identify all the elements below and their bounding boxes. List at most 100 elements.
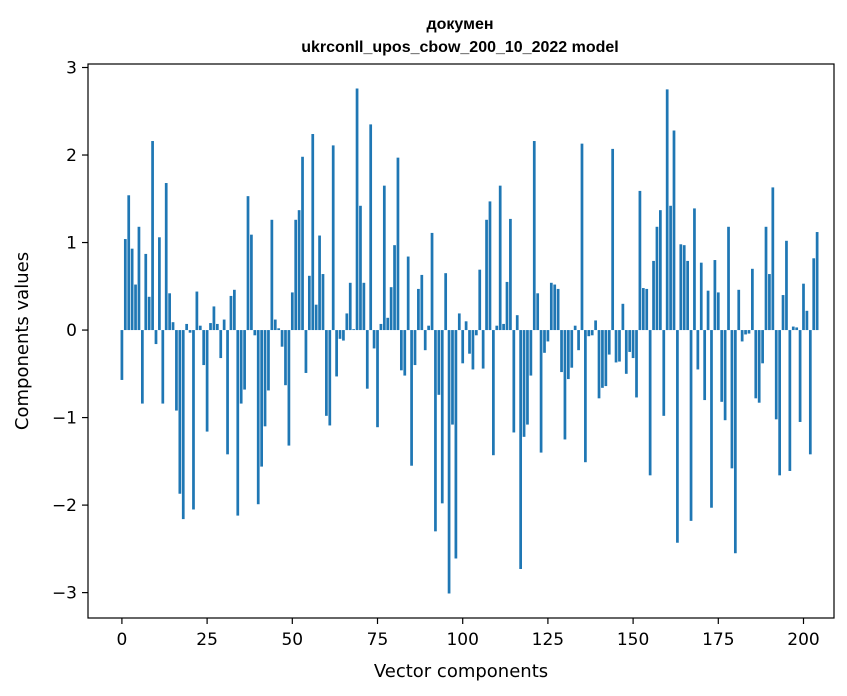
bar [215,323,219,331]
bar [604,330,608,387]
bar [345,313,349,331]
bar [161,330,165,404]
bar [689,330,693,521]
bar [696,330,700,370]
bar [791,326,795,331]
bar [413,330,417,366]
bar [785,240,788,331]
bar [338,330,342,339]
bar [488,201,492,331]
bar [151,141,154,331]
bar [481,330,485,369]
bar [168,293,171,331]
bar [584,330,587,463]
bar [563,330,567,440]
x-tick-label: 200 [787,630,819,650]
bar [205,330,209,432]
bar [454,330,458,559]
bar [485,219,488,331]
bar [362,282,366,331]
bar [495,325,499,331]
bar [761,330,764,364]
bar [751,268,754,331]
chart-title-line-1: докумен [426,16,493,33]
bar [543,330,546,353]
y-axis-label: Components values [12,252,33,430]
bar [457,313,461,331]
bar [427,325,430,331]
bar [127,195,131,331]
bar [645,288,649,331]
bar [607,330,611,355]
bar [774,330,778,420]
bar [618,330,621,362]
bar [372,330,376,349]
bar [532,141,536,331]
bar [693,208,696,331]
bar [522,330,526,437]
bar [423,330,427,351]
bar [788,330,792,471]
x-tick-label: 25 [196,630,218,650]
bar [713,260,717,331]
bar [379,323,383,331]
bar [536,293,540,331]
bar [348,282,352,331]
bar [246,196,250,331]
bar [808,330,812,455]
bar [284,330,287,386]
bar [233,289,236,331]
bar [802,283,805,331]
bar [250,234,253,331]
bar [195,291,199,331]
bar [740,330,744,342]
bar [474,330,478,336]
bar [202,330,206,366]
bar [198,325,202,331]
bar [549,282,553,331]
bar [498,185,502,331]
bar [768,274,771,331]
bar [290,292,294,331]
bar [628,330,632,352]
bar [304,330,308,373]
bars-group [120,88,819,594]
y-tick-label: 1 [66,234,77,254]
bar [287,330,291,446]
bar [699,262,703,331]
bar [178,330,182,494]
bar [560,330,563,373]
bar [365,330,369,389]
bar [771,187,775,331]
y-tick-label: 2 [66,146,77,166]
bar [464,321,468,331]
x-tick-label: 50 [281,630,303,650]
bar [434,330,437,532]
bar [669,205,672,331]
bar [321,274,325,331]
bar [744,330,747,335]
bar [812,258,816,331]
bar [781,295,785,331]
bar [601,330,604,388]
x-axis: 0 25 50 75 100 125 150 175 200 [116,618,820,650]
bar [798,330,802,422]
bar [492,330,495,456]
bar [403,330,407,376]
bar [672,130,676,331]
bar [556,288,560,331]
bar [631,330,635,359]
x-tick-label: 150 [617,630,649,650]
bar [243,330,246,390]
bar [553,284,557,331]
bar [611,148,615,331]
bar [733,330,737,554]
bar [444,273,448,331]
bar [130,248,134,331]
bar [342,330,345,341]
bar [757,330,761,403]
bar [226,330,229,455]
bar [253,330,257,336]
x-tick-label: 175 [702,630,734,650]
